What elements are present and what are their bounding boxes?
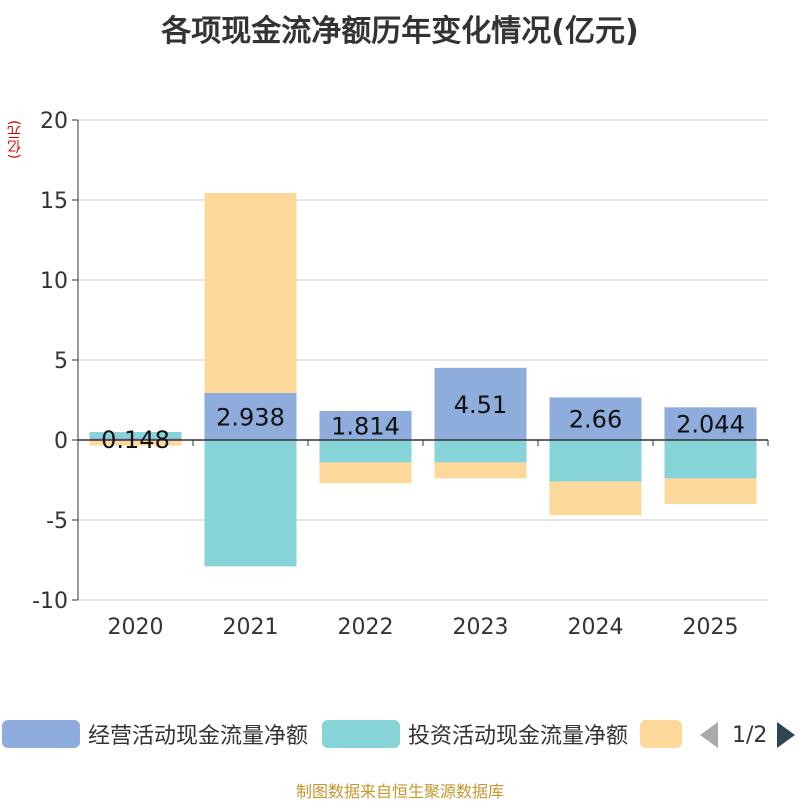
bar-series-1-2024	[549, 440, 642, 482]
y-tick-label: 0	[54, 429, 68, 454]
data-label-2020: 0.148	[101, 426, 170, 454]
data-label-2024: 2.66	[569, 406, 622, 434]
bar-series-2-2020	[89, 440, 182, 446]
legend-label-operating: 经营活动现金流量净额	[88, 724, 309, 749]
y-tick-label: 20	[40, 109, 68, 134]
legend-swatch-financing	[640, 720, 682, 748]
bar-series-2-2024	[549, 481, 642, 516]
y-tick-label: 15	[40, 189, 68, 214]
x-tick-label-2022: 2022	[338, 615, 394, 640]
data-label-2022: 1.814	[331, 412, 400, 440]
legend-label-investing: 投资活动现金流量净额	[408, 724, 629, 749]
bar-series-2-2022	[319, 462, 412, 484]
legend-item-operating[interactable]: 经营活动现金流量净额	[2, 716, 308, 752]
y-tick-label: -10	[32, 589, 68, 614]
x-tick-label-2020: 2020	[108, 615, 164, 640]
chart-title: 各项现金流净额历年变化情况(亿元)	[161, 14, 639, 49]
legend-item-investing[interactable]: 投资活动现金流量净额	[322, 716, 628, 752]
bar-series-0-2023	[434, 367, 527, 440]
x-tick-label-2021: 2021	[223, 615, 279, 640]
data-label-2025: 2.044	[676, 411, 745, 439]
bar-series-1-2021	[204, 440, 297, 567]
legend-swatch-investing	[322, 720, 400, 748]
legend-swatch-operating	[2, 720, 80, 748]
bar-series-2-2025	[664, 478, 757, 504]
legend-pager: 1/2	[700, 720, 796, 750]
bar-series-1-2025	[664, 440, 757, 479]
data-label-2021: 2.938	[216, 403, 285, 431]
data-source-note: 制图数据来自恒生聚源数据库	[295, 782, 504, 801]
bar-series-0-2024	[549, 397, 642, 440]
legend-page-indicator: 1/2	[732, 722, 768, 748]
bar-series-0-2025	[664, 407, 757, 440]
bar-series-0-2020	[89, 437, 182, 440]
x-tick-label-2024: 2024	[568, 615, 624, 640]
legend: 经营活动现金流量净额 投资活动现金流量净额	[0, 716, 800, 756]
legend-next-page-icon[interactable]	[777, 722, 796, 748]
y-tick-label: 5	[54, 349, 68, 374]
bar-series-1-2022	[319, 440, 412, 463]
y-tick-label: -5	[46, 509, 68, 534]
legend-item-financing[interactable]	[640, 716, 690, 752]
legend-prev-page-icon[interactable]	[700, 722, 718, 748]
data-label-2023: 4.51	[454, 391, 507, 419]
bar-series-0-2021	[204, 392, 297, 440]
y-tick-label: 10	[40, 269, 68, 294]
bar-series-1-2023	[434, 440, 527, 463]
bar-series-2-2023	[434, 462, 527, 479]
x-tick-label-2023: 2023	[453, 615, 509, 640]
x-tick-label-2025: 2025	[683, 615, 739, 640]
bar-series-2-2021	[204, 192, 297, 393]
bar-series-1-2020	[89, 432, 182, 438]
bar-series-0-2022	[319, 410, 412, 440]
